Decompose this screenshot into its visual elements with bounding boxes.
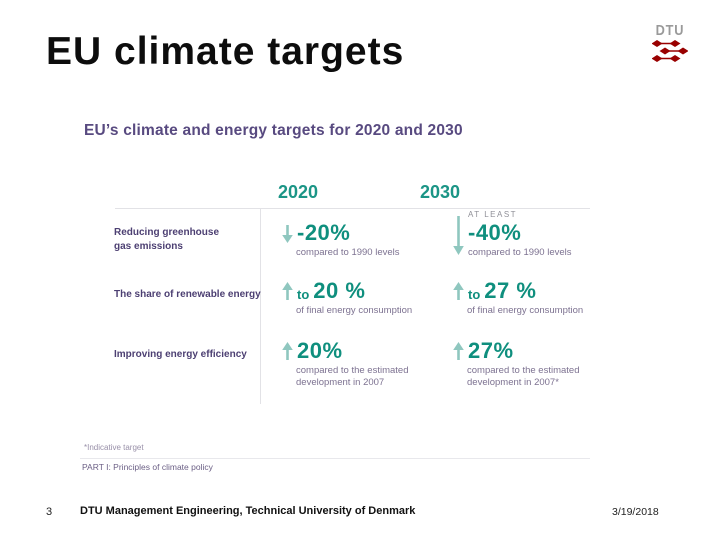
- target-note: of final energy consumption: [296, 305, 413, 316]
- target-value: 20 %: [313, 278, 366, 303]
- row-label-energy-efficiency: Improving energy efficiency: [114, 349, 247, 360]
- column-header-2030: 2030: [420, 182, 461, 202]
- target-prefix: to: [468, 286, 481, 302]
- up-arrow-icon: [282, 281, 293, 300]
- target-note: compared to the estimated development in…: [467, 365, 580, 389]
- cell-2030-emissions: AT LEAST -40% compared to 1990 levels: [452, 210, 720, 259]
- target-value: 20%: [297, 338, 343, 363]
- cell-2030-renewables: to 27 % of final energy consumption: [452, 278, 587, 317]
- column-divider-line: [260, 208, 261, 404]
- dtu-logo-icon: [652, 40, 688, 62]
- footer-date: 3/19/2018: [612, 506, 659, 518]
- footnote: *Indicative target: [84, 443, 144, 452]
- cell-2030-efficiency: 27% compared to the estimated developmen…: [452, 338, 587, 390]
- up-arrow-icon: [282, 341, 293, 360]
- target-value: 27%: [468, 338, 514, 363]
- infographic-heading: EU’s climate and energy targets for 2020…: [84, 122, 463, 139]
- down-arrow-icon: [282, 224, 293, 243]
- slide-footer: 3 DTU Management Engineering, Technical …: [0, 504, 720, 524]
- target-note: of final energy consumption: [467, 305, 584, 316]
- cell-2020-efficiency: 20% compared to the estimated developmen…: [281, 338, 416, 390]
- column-header-2020: 2020: [278, 182, 319, 202]
- up-arrow-icon: [453, 281, 464, 300]
- dtu-logo-text: DTU: [655, 22, 685, 39]
- target-qualifier: AT LEAST: [468, 210, 518, 219]
- target-note: compared to 1990 levels: [296, 247, 400, 258]
- row-label-renewable-energy: The share of renewable energy: [114, 289, 261, 300]
- target-note: compared to the estimated development in…: [296, 365, 409, 389]
- row-label-greenhouse-emissions: Reducing greenhouse gas emissions: [114, 227, 220, 252]
- cell-2020-renewables: to 20 % of final energy consumption: [281, 278, 416, 317]
- dtu-logo: DTU: [650, 22, 690, 62]
- header-divider-line: [115, 208, 590, 209]
- source-caption: PART I: Principles of climate policy: [82, 462, 213, 472]
- page-number: 3: [46, 506, 53, 518]
- target-prefix: to: [297, 286, 310, 302]
- footer-department: DTU Management Engineering, Technical Un…: [80, 505, 416, 517]
- cell-2020-emissions: -20% compared to 1990 levels: [281, 220, 416, 259]
- down-arrow-long-icon: [453, 216, 464, 255]
- target-note: compared to 1990 levels: [468, 247, 572, 258]
- climate-targets-infographic: EU’s climate and energy targets for 2020…: [80, 118, 592, 480]
- slide-title: EU climate targets: [46, 30, 405, 73]
- up-arrow-icon: [453, 341, 464, 360]
- target-value: -40%: [468, 220, 522, 245]
- footnote-divider-line: [80, 458, 590, 459]
- target-value: -20%: [297, 220, 351, 245]
- target-value: 27 %: [484, 278, 537, 303]
